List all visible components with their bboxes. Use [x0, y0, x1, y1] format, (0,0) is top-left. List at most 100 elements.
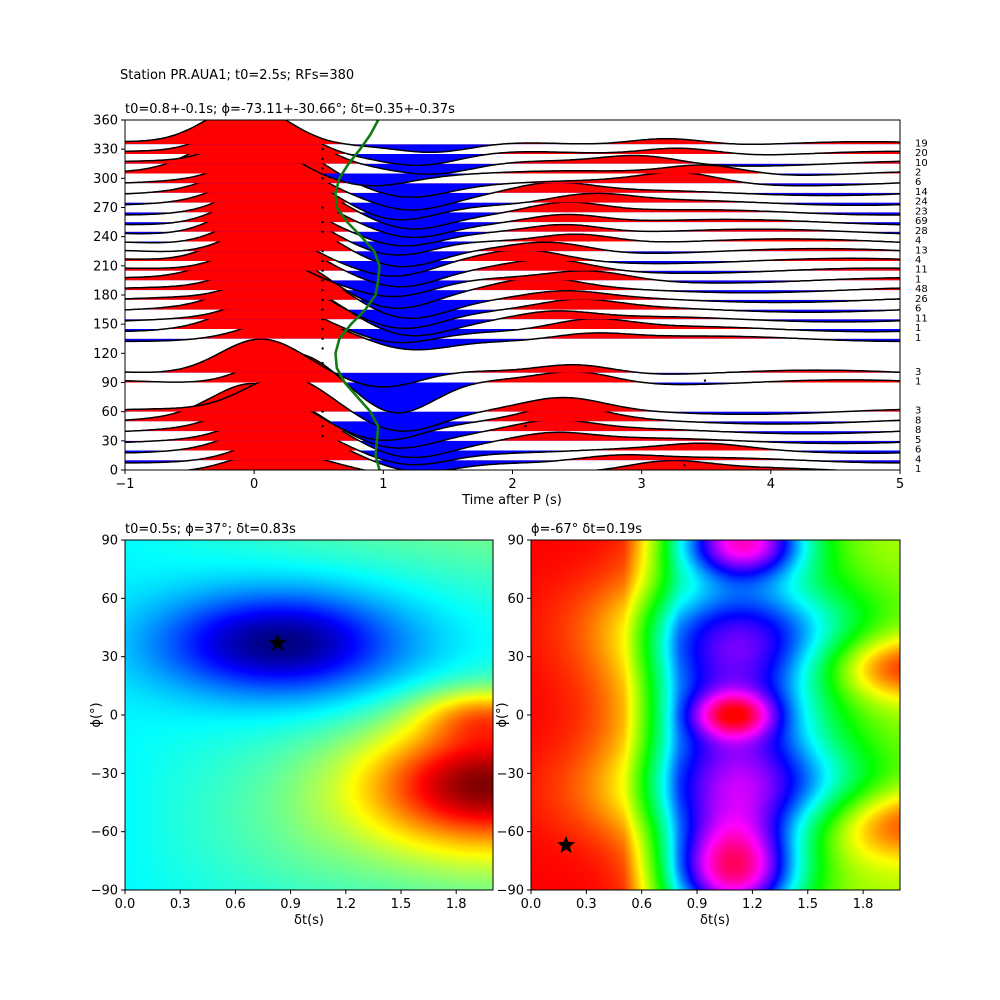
energy-map-right: ϕ=-67° δt=0.19s 0.0 0.3 0.6 0.9 1.2 1.5 1.8 −9… — [495, 522, 901, 928]
rf-trace-count: 48 — [915, 284, 928, 295]
left-x-label: δt(s) — [294, 913, 324, 928]
right-x-axis: 0.0 0.3 0.6 0.9 1.2 1.5 1.8 — [521, 890, 874, 912]
y-tick-label: 360 — [93, 114, 118, 129]
rf-trace-positive-fill — [125, 125, 900, 164]
right-x-label: δt(s) — [700, 913, 730, 928]
rf-trace-count: 10 — [915, 158, 928, 169]
rf-count-labels: 1465883131111626481114134286923241462102… — [915, 138, 928, 475]
x-tick-label: 1.8 — [446, 897, 467, 912]
x-tick-label: 1.2 — [335, 897, 356, 912]
rf-trace-count: 1 — [915, 323, 921, 334]
x-tick-label: −1 — [115, 477, 134, 492]
left-y-axis: −90 −60 −30 0 30 60 90 — [91, 534, 125, 899]
rf-pick-marker — [382, 327, 385, 331]
x-tick-label: 1.2 — [742, 897, 763, 912]
y-tick-label: 150 — [93, 318, 118, 333]
rf-moveout-curve — [334, 120, 381, 470]
rf-trace-count: 3 — [915, 367, 921, 378]
rf-trace-line — [125, 375, 900, 432]
x-tick-label: 0.6 — [631, 897, 652, 912]
rf-trace-positive-fill — [125, 376, 900, 412]
y-tick-label: 90 — [101, 376, 118, 391]
right-y-axis: −90 −60 −30 0 30 60 90 — [497, 534, 531, 899]
rf-pick-marker — [321, 318, 324, 321]
rf-trace-count: 6 — [915, 177, 921, 188]
rf-trace-count: 4 — [915, 454, 921, 465]
rf-trace-count: 26 — [915, 294, 928, 305]
rf-panel: t0=0.8+-0.1s; ϕ=-73.11+-30.66°; δt=0.35+… — [93, 102, 928, 508]
y-tick-label: 0 — [110, 709, 118, 724]
rf-trace-positive-fill — [125, 217, 900, 252]
rf-trace-count: 23 — [915, 206, 928, 217]
y-tick-label: 60 — [101, 592, 118, 607]
rf-trace-positive-fill — [125, 352, 900, 383]
x-tick-label: 1.8 — [853, 897, 874, 912]
x-tick-label: 0.0 — [115, 897, 136, 912]
rf-trace-count: 6 — [915, 445, 921, 456]
rf-trace-count: 3 — [915, 406, 921, 417]
y-tick-label: −90 — [497, 884, 524, 899]
rf-trace — [125, 375, 900, 432]
rf-pick-marker — [321, 337, 324, 340]
rf-trace-positive-fill — [125, 186, 900, 223]
rf-pick-marker — [321, 206, 324, 209]
rf-trace-count: 13 — [915, 245, 928, 256]
rf-trace-negative-fill — [125, 192, 900, 210]
rf-trace-count: 11 — [915, 313, 928, 324]
y-tick-label: 180 — [93, 289, 118, 304]
rf-trace — [125, 120, 900, 154]
rf-trace — [125, 338, 900, 388]
rf-panel-title: t0=0.8+-0.1s; ϕ=-73.11+-30.66°; δt=0.35+… — [125, 102, 455, 117]
rf-trace-positive-fill — [125, 175, 900, 213]
rf-pick-marker — [683, 463, 686, 467]
right-map-title: ϕ=-67° δt=0.19s — [531, 522, 642, 537]
rf-trace-count: 1 — [915, 377, 921, 388]
rf-pick-marker — [321, 230, 324, 234]
y-tick-label: 270 — [93, 201, 118, 216]
rf-trace-count: 14 — [915, 187, 928, 198]
rf-trace-count: 5 — [915, 435, 921, 446]
rf-trace-count: 1 — [915, 464, 921, 475]
y-tick-label: 90 — [101, 534, 118, 549]
y-tick-label: 240 — [93, 230, 118, 245]
rf-pick-marker — [524, 425, 527, 428]
rf-markers — [321, 147, 707, 467]
left-best-fit-star — [268, 633, 287, 651]
rf-trace-negative-fill — [125, 431, 900, 449]
rf-pick-marker — [321, 279, 324, 282]
rf-x-axis: −1 0 1 2 3 4 5 — [115, 470, 904, 492]
x-tick-label: 0.9 — [280, 897, 301, 912]
y-tick-label: 330 — [93, 143, 118, 158]
left-x-axis: 0.0 0.3 0.6 0.9 1.2 1.5 1.8 — [115, 890, 467, 912]
y-tick-label: 30 — [101, 650, 118, 665]
rf-trace-positive-fill — [125, 396, 900, 432]
rf-trace-count: 4 — [915, 236, 921, 247]
rf-trace-count: 2 — [915, 167, 921, 178]
x-tick-label: 3 — [638, 477, 646, 492]
rf-trace-negative-fill — [336, 260, 752, 277]
x-tick-label: 0.6 — [225, 897, 246, 912]
y-tick-label: 210 — [93, 259, 118, 274]
x-tick-label: 0.0 — [521, 897, 542, 912]
rf-trace-positive-fill — [125, 120, 900, 145]
y-tick-label: 60 — [101, 405, 118, 420]
rf-trace-count: 11 — [915, 265, 928, 276]
x-tick-label: 0.3 — [170, 897, 191, 912]
rf-trace-count: 8 — [915, 425, 921, 436]
x-tick-label: 0 — [250, 477, 258, 492]
y-tick-label: 0 — [516, 709, 524, 724]
rf-pick-marker — [321, 288, 324, 292]
rf-trace-count: 8 — [915, 415, 921, 426]
rf-trace-positive-fill — [171, 419, 787, 451]
rf-pick-marker — [321, 250, 324, 253]
left-heatmap-image — [125, 540, 493, 890]
y-tick-label: −30 — [91, 767, 118, 782]
y-tick-label: −30 — [497, 767, 524, 782]
rf-pick-marker — [321, 220, 324, 224]
y-tick-label: 30 — [507, 650, 524, 665]
rf-trace — [125, 120, 900, 167]
rf-pick-marker — [321, 361, 324, 365]
rf-pick-marker — [321, 259, 324, 263]
x-tick-label: 0.9 — [687, 897, 708, 912]
